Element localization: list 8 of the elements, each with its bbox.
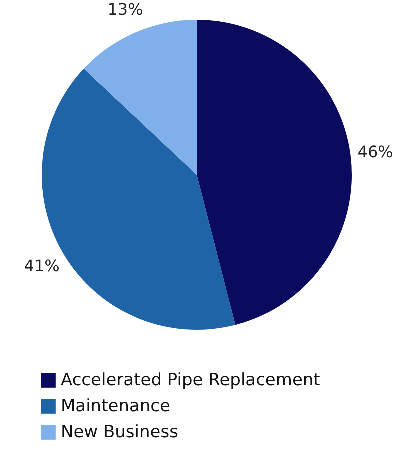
pie-slice — [197, 20, 352, 326]
legend-label: Accelerated Pipe Replacement — [61, 370, 321, 390]
data-label: 13% — [108, 0, 144, 19]
data-label: 46% — [358, 142, 394, 162]
legend-label: Maintenance — [61, 396, 170, 416]
data-label: 41% — [24, 256, 60, 276]
legend-label: New Business — [61, 422, 179, 442]
pie-slice — [84, 20, 197, 175]
